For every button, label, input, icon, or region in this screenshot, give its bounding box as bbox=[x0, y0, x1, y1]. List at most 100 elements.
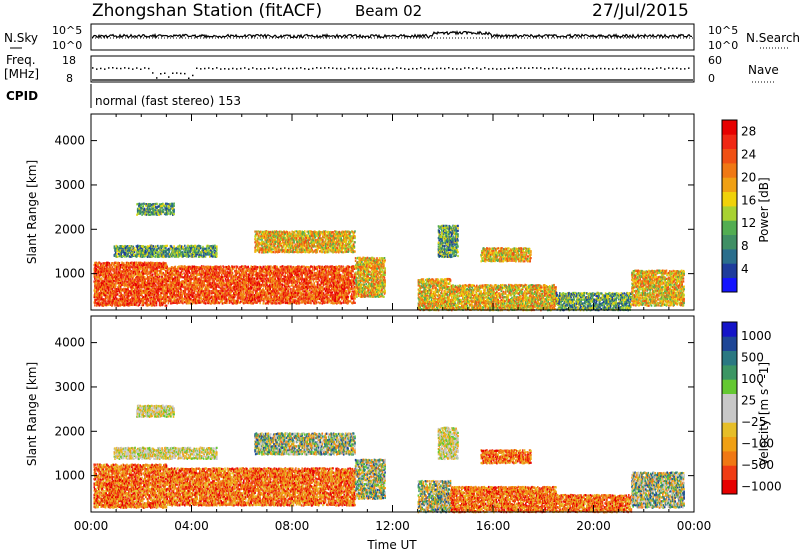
nave-dot bbox=[212, 68, 214, 70]
nave-label: Nave bbox=[748, 63, 779, 77]
range-gate-cell bbox=[188, 302, 190, 304]
range-gate-cell bbox=[253, 274, 255, 276]
range-gate-cell bbox=[203, 284, 205, 286]
noise-trace bbox=[92, 32, 693, 38]
nave-dot bbox=[400, 68, 402, 70]
nave-dot bbox=[296, 68, 298, 70]
range-gate-cell bbox=[158, 293, 160, 295]
nave-dot bbox=[160, 73, 162, 75]
range-gate-cell bbox=[150, 300, 152, 302]
range-gate-cell bbox=[120, 282, 122, 284]
range-gate-cell bbox=[156, 301, 158, 303]
range-gate-cell bbox=[312, 283, 314, 285]
range-gate-cell bbox=[271, 290, 273, 292]
range-gate-cell bbox=[223, 280, 225, 282]
range-gate-cell bbox=[115, 284, 117, 286]
freq-trace bbox=[92, 67, 693, 80]
range-gate-cell bbox=[257, 266, 259, 268]
nave-dot bbox=[444, 68, 446, 70]
nave-dot bbox=[300, 67, 302, 69]
range-gate-cell bbox=[221, 274, 223, 276]
nave-dot bbox=[320, 67, 322, 69]
range-gate-cell bbox=[256, 270, 258, 272]
nave-dot bbox=[168, 76, 170, 78]
freq-left-tick-high: 18 bbox=[62, 54, 76, 67]
nave-dot bbox=[616, 68, 618, 70]
nave-dot bbox=[412, 68, 414, 70]
nave-dot bbox=[668, 67, 670, 69]
nave-dot bbox=[648, 68, 650, 70]
range-gate-cell bbox=[232, 272, 234, 274]
nave-dot bbox=[228, 68, 230, 70]
nave-dot bbox=[592, 69, 594, 71]
nave-dot bbox=[140, 69, 142, 71]
range-gate-cell bbox=[161, 276, 163, 278]
range-gate-cell bbox=[298, 280, 300, 282]
nave-dot bbox=[664, 68, 666, 70]
nave-dot bbox=[328, 67, 330, 69]
nave-dot bbox=[544, 68, 546, 70]
nave-dot bbox=[304, 68, 306, 70]
nave-dot bbox=[516, 67, 518, 69]
nave-dot bbox=[364, 68, 366, 70]
nave-dot bbox=[340, 68, 342, 70]
nave-dot bbox=[548, 68, 550, 70]
range-gate-cell bbox=[312, 270, 314, 272]
nave-dot bbox=[644, 68, 646, 70]
range-gate-cell bbox=[181, 290, 183, 292]
nave-dot bbox=[312, 68, 314, 70]
nave-dot bbox=[240, 68, 242, 70]
nave-dot bbox=[496, 68, 498, 70]
range-gate-cell bbox=[223, 266, 225, 268]
range-gate-cell bbox=[100, 263, 102, 265]
freq-panel: Freq. [MHz] 18 8 60 0 Nave bbox=[4, 53, 779, 85]
range-gate-cell bbox=[280, 278, 282, 280]
nave-dot bbox=[356, 68, 358, 70]
range-gate-cell bbox=[106, 290, 108, 292]
range-gate-cell bbox=[119, 262, 121, 264]
range-gate-cell bbox=[230, 267, 232, 269]
nave-dot bbox=[580, 68, 582, 70]
range-gate-cell bbox=[318, 279, 320, 281]
nave-dot bbox=[620, 68, 622, 70]
nave-dot bbox=[148, 68, 150, 70]
nave-dot bbox=[404, 68, 406, 70]
range-gate-cell bbox=[278, 290, 280, 292]
nave-dot bbox=[536, 67, 538, 69]
range-gate-cell bbox=[306, 280, 308, 282]
range-gate-cell bbox=[270, 265, 272, 267]
range-gate-cell bbox=[201, 298, 203, 300]
noise-right-tick-low: 10^0 bbox=[708, 39, 738, 52]
nave-dot bbox=[556, 67, 558, 69]
range-gate-cell bbox=[181, 294, 183, 296]
range-gate-cell bbox=[139, 304, 141, 306]
nave-dot bbox=[680, 68, 682, 70]
range-gate-cell bbox=[240, 284, 242, 286]
nave-dot bbox=[324, 67, 326, 69]
range-gate-cell bbox=[320, 302, 322, 304]
range-gate-cell bbox=[105, 299, 107, 301]
range-gate-cell bbox=[325, 301, 327, 303]
range-gate-cell bbox=[234, 266, 236, 268]
nave-dot bbox=[132, 68, 134, 70]
nave-dot bbox=[472, 68, 474, 70]
range-gate-cell bbox=[264, 290, 266, 292]
nave-dot bbox=[660, 67, 662, 69]
nave-dot bbox=[100, 68, 102, 70]
range-gate-cell bbox=[194, 290, 196, 292]
range-gate-cell bbox=[168, 296, 170, 298]
range-gate-cell bbox=[154, 304, 156, 306]
nave-dot bbox=[424, 68, 426, 70]
nave-dot bbox=[188, 78, 190, 80]
nave-dot bbox=[260, 68, 262, 70]
nave-dot bbox=[476, 67, 478, 69]
nave-dot bbox=[112, 67, 114, 69]
range-gate-cell bbox=[290, 288, 292, 290]
power-scatter bbox=[94, 203, 685, 312]
range-gate-cell bbox=[112, 282, 114, 284]
range-gate-cell bbox=[209, 290, 211, 292]
nave-dot bbox=[652, 69, 654, 71]
nave-dot bbox=[180, 73, 182, 75]
range-gate-cell bbox=[182, 300, 184, 302]
nave-dot bbox=[268, 67, 270, 69]
